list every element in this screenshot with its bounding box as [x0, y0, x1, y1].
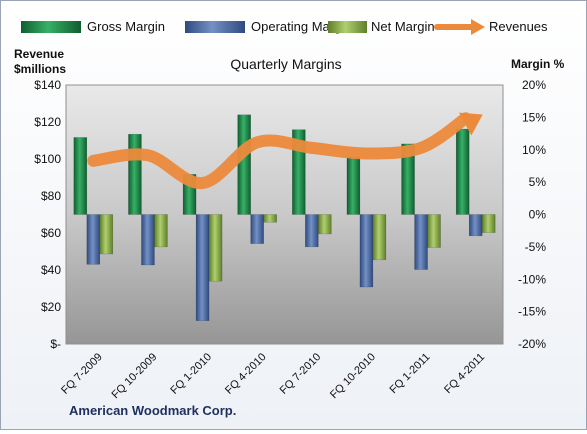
net-margin-bar: [209, 215, 222, 282]
category-label: FQ 10-2009: [110, 351, 160, 401]
left-axis-ticks: $- $20 $40 $60 $80 $100 $120 $140: [34, 78, 61, 351]
category-label: FQ 7-2010: [278, 351, 324, 397]
net-margin-bar: [264, 215, 277, 223]
gross-margin-bar: [238, 115, 251, 215]
operating-margin-bar: [87, 215, 100, 265]
legend-swatch-net-margin: [328, 21, 367, 33]
right-tick-label: 20%: [522, 78, 546, 92]
net-margin-bar: [100, 215, 113, 254]
net-margin-bar: [318, 215, 331, 234]
right-axis-title: Margin %: [511, 57, 565, 71]
operating-margin-bar: [415, 215, 428, 270]
footer-company-name: American Woodmark Corp.: [69, 403, 236, 418]
right-tick-label: 15%: [522, 110, 546, 124]
right-tick-label: 0%: [529, 208, 547, 222]
operating-margin-bar: [469, 215, 482, 236]
operating-margin-bar: [251, 215, 264, 244]
category-label: FQ 4-2011: [442, 351, 487, 396]
left-tick-label: $60: [41, 226, 61, 240]
legend-label-net-margin: Net Margin: [371, 19, 435, 34]
operating-margin-bar: [196, 215, 209, 321]
right-tick-label: -20%: [518, 337, 546, 351]
left-tick-label: $100: [34, 152, 61, 166]
left-axis-title-line-2: $millions: [14, 62, 66, 76]
net-margin-bar: [482, 215, 495, 233]
operating-margin-bar: [360, 215, 373, 288]
gross-margin-bar: [128, 134, 141, 214]
category-label: FQ 1-2010: [168, 351, 214, 397]
gross-margin-bar: [347, 157, 360, 215]
category-label: FQ 7-2009: [59, 351, 105, 397]
right-tick-label: 5%: [529, 175, 547, 189]
right-tick-label: 10%: [522, 143, 546, 157]
legend: Gross Margin Operating Margin Net Margin…: [21, 19, 548, 35]
net-margin-bar: [428, 215, 441, 248]
right-axis-ticks: -20% -15% -10% -5% 0% 5% 10% 15% 20%: [518, 78, 546, 351]
legend-swatch-gross-margin: [21, 21, 81, 33]
category-label: FQ 4-2010: [223, 351, 269, 397]
left-tick-label: $40: [41, 263, 61, 277]
gross-margin-bar: [456, 129, 469, 214]
operating-margin-bar: [141, 215, 154, 266]
chart-title: Quarterly Margins: [230, 56, 341, 72]
left-tick-label: $140: [34, 78, 61, 92]
category-label: FQ 10-2010: [328, 351, 378, 401]
legend-label-revenues: Revenues: [489, 19, 548, 34]
left-axis-title-line-1: Revenue: [14, 47, 64, 61]
legend-label-gross-margin: Gross Margin: [87, 19, 165, 34]
net-margin-bar: [154, 215, 167, 247]
category-label: FQ 1-2011: [388, 351, 433, 396]
left-tick-label: $80: [41, 189, 61, 203]
left-tick-label: $-: [50, 337, 61, 351]
gross-margin-bar: [74, 137, 87, 214]
operating-margin-bar: [305, 215, 318, 247]
right-tick-label: -15%: [518, 305, 546, 319]
net-margin-bar: [373, 215, 386, 260]
left-tick-label: $20: [41, 300, 61, 314]
right-tick-label: -5%: [525, 240, 547, 254]
legend-swatch-operating-margin: [185, 21, 245, 33]
legend-swatch-revenues: [437, 19, 485, 35]
left-tick-label: $120: [34, 115, 61, 129]
right-tick-label: -10%: [518, 272, 546, 286]
